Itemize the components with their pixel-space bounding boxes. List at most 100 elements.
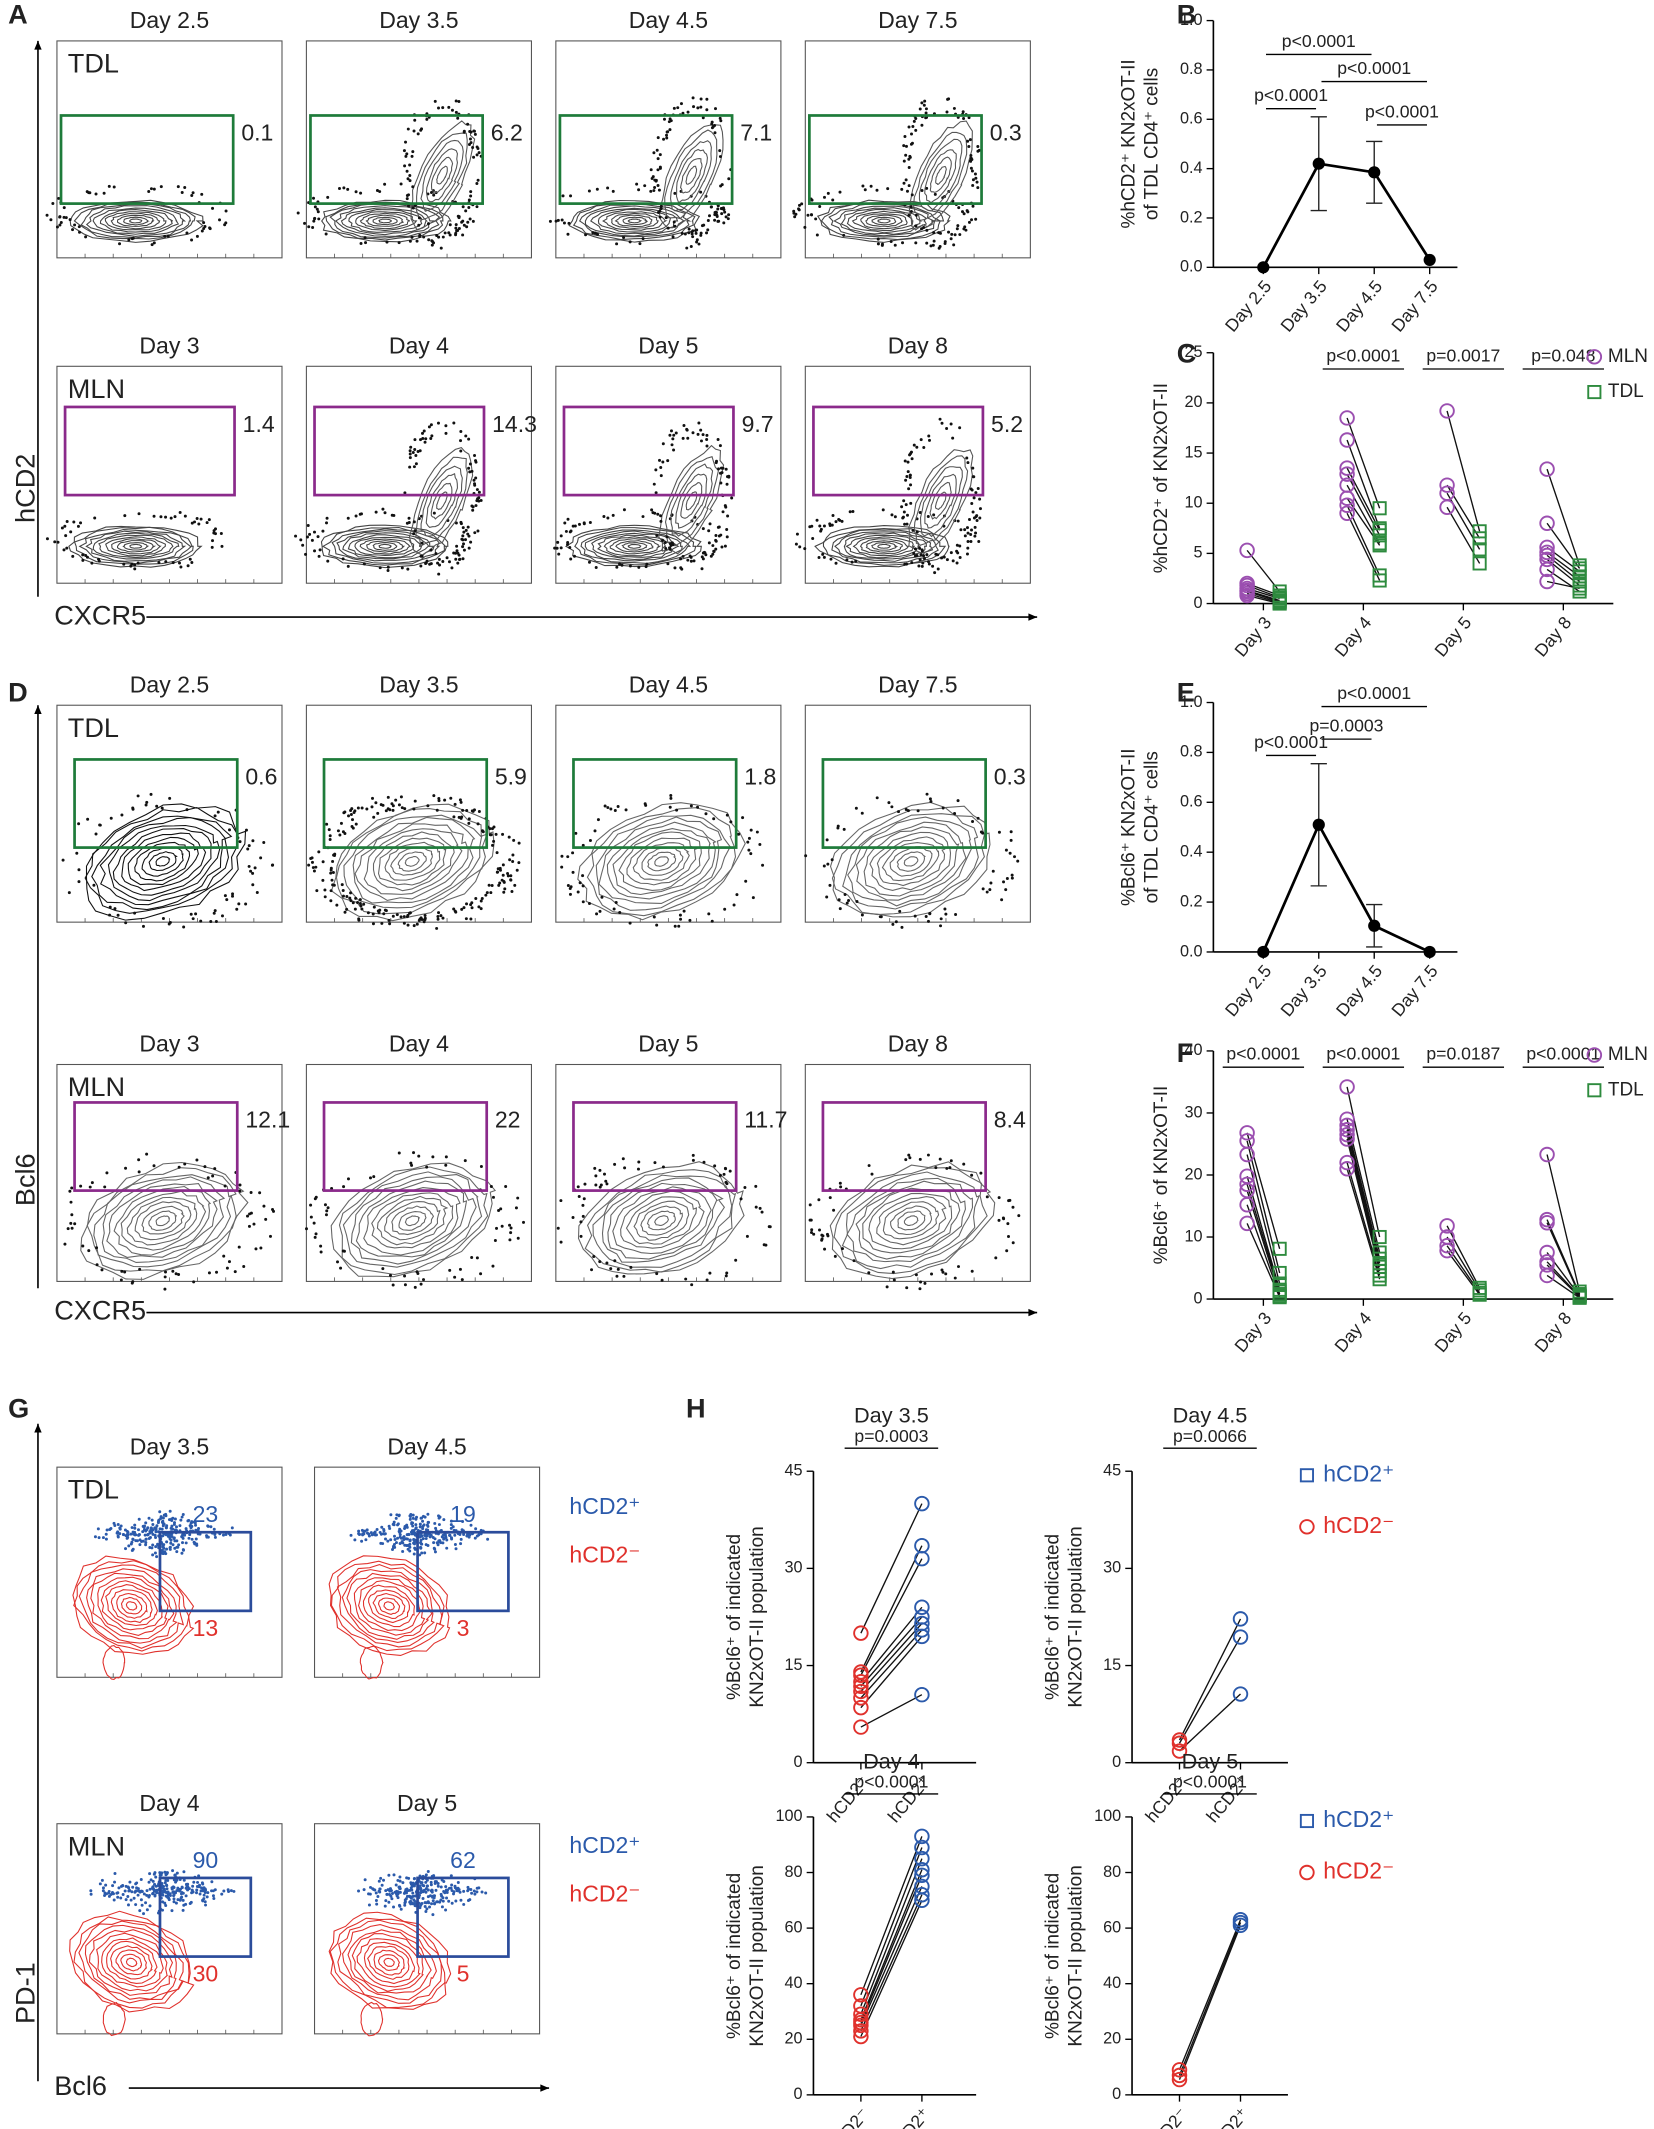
event-dot xyxy=(251,871,255,875)
event-dot xyxy=(429,436,433,440)
event-dot xyxy=(93,516,97,520)
event-dot xyxy=(364,1538,368,1542)
event-dot xyxy=(708,214,711,218)
event-dot xyxy=(464,209,468,213)
event-dot xyxy=(425,1884,429,1888)
event-dot xyxy=(666,459,670,463)
event-dot xyxy=(615,242,619,246)
contour xyxy=(410,120,476,231)
event-dot xyxy=(1007,1234,1010,1238)
event-dot xyxy=(881,508,885,512)
y-axis-label: KN2xOT-II population xyxy=(747,1865,768,2046)
event-dot xyxy=(362,562,366,566)
event-dot xyxy=(413,529,417,533)
event-dot xyxy=(720,545,724,549)
event-dot xyxy=(323,1203,327,1207)
contour xyxy=(397,851,427,872)
y-tick-label: 30 xyxy=(1103,1559,1121,1577)
event-dot xyxy=(730,496,734,500)
contour xyxy=(86,1568,178,1644)
event-dot xyxy=(904,478,908,482)
event-dot xyxy=(343,810,347,814)
event-dot xyxy=(171,1527,175,1531)
contour xyxy=(871,541,899,551)
contour xyxy=(625,1196,698,1245)
event-dot xyxy=(458,1890,462,1894)
event-dot xyxy=(713,213,717,217)
event-dot xyxy=(151,1528,155,1532)
plot-title: Day 3.5 xyxy=(379,7,458,33)
event-dot xyxy=(436,917,440,921)
event-dot xyxy=(760,1210,764,1214)
event-dot xyxy=(433,1521,437,1525)
event-dot xyxy=(699,439,703,443)
event-dot xyxy=(348,896,352,900)
event-dot xyxy=(417,223,421,227)
event-dot xyxy=(741,816,745,820)
event-dot xyxy=(414,454,418,458)
event-dot xyxy=(673,191,677,195)
event-dot xyxy=(437,1523,441,1527)
p-value: p=0.048 xyxy=(1531,345,1595,365)
event-dot xyxy=(65,520,69,524)
event-dot xyxy=(410,235,414,239)
event-dot xyxy=(158,1873,162,1877)
event-dot xyxy=(904,153,908,157)
event-dot xyxy=(388,1526,392,1530)
event-dot xyxy=(372,1531,376,1535)
event-dot xyxy=(403,1525,407,1529)
contour xyxy=(105,536,166,557)
event-dot xyxy=(958,426,962,430)
event-dot xyxy=(726,514,730,518)
event-dot xyxy=(395,1891,399,1895)
event-dot xyxy=(98,1882,102,1886)
event-dot xyxy=(424,1909,428,1913)
event-dot xyxy=(755,830,759,834)
event-dot xyxy=(664,216,668,220)
panel-letter: G xyxy=(8,1392,29,1423)
pair-line xyxy=(860,1869,923,2021)
pair-line xyxy=(1446,410,1481,532)
event-dot xyxy=(915,530,919,534)
event-dot xyxy=(205,1535,209,1539)
event-dot xyxy=(419,916,423,920)
event-dot xyxy=(594,565,598,569)
event-dot xyxy=(665,136,669,140)
event-dot xyxy=(195,1888,199,1892)
panel-letter: C xyxy=(1177,338,1197,369)
contour xyxy=(612,828,711,896)
event-dot xyxy=(810,198,814,202)
event-dot xyxy=(411,206,415,210)
point xyxy=(914,1867,930,1884)
event-dot xyxy=(388,1273,392,1277)
event-dot xyxy=(977,148,981,152)
event-dot xyxy=(419,1538,423,1542)
pair-line xyxy=(860,1503,923,1634)
point xyxy=(1439,1237,1455,1254)
event-dot xyxy=(169,1541,173,1545)
chart-title: Day 5 xyxy=(1182,1748,1239,1773)
y-tick-label: 0 xyxy=(1112,1753,1121,1771)
event-dot xyxy=(457,227,461,231)
event-dot xyxy=(502,880,506,884)
gate-value: 0.1 xyxy=(241,120,273,146)
event-dot xyxy=(725,527,729,531)
event-dot xyxy=(509,878,513,882)
event-dot xyxy=(581,1203,585,1207)
event-dot xyxy=(945,426,949,430)
event-dot xyxy=(469,130,473,134)
event-dot xyxy=(413,438,417,442)
event-dot xyxy=(447,1899,451,1903)
contour xyxy=(90,1572,175,1640)
event-dot xyxy=(467,546,471,550)
event-dot xyxy=(568,546,572,550)
event-dot xyxy=(423,1551,427,1555)
point xyxy=(853,1678,869,1694)
event-dot xyxy=(129,1532,133,1536)
point xyxy=(853,1674,869,1690)
event-dot xyxy=(548,219,552,223)
contour xyxy=(338,1166,489,1276)
event-dot xyxy=(468,462,472,466)
event-dot xyxy=(678,913,682,917)
event-dot xyxy=(566,855,570,859)
